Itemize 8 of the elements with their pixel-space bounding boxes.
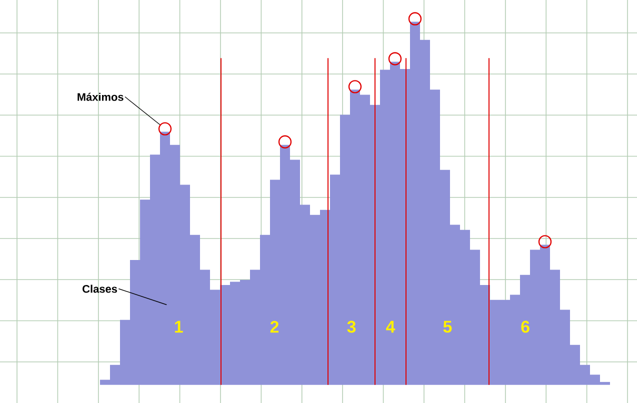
annotation: 4 <box>386 320 396 333</box>
annotation: 2 <box>270 320 279 333</box>
annotation: 5 <box>443 320 452 333</box>
annotation: Máximos <box>78 92 124 101</box>
annotation: Clases <box>82 284 117 293</box>
annotation: 6 <box>521 320 530 333</box>
annotation: 1 <box>175 320 183 333</box>
annotation: 3 <box>347 320 356 333</box>
